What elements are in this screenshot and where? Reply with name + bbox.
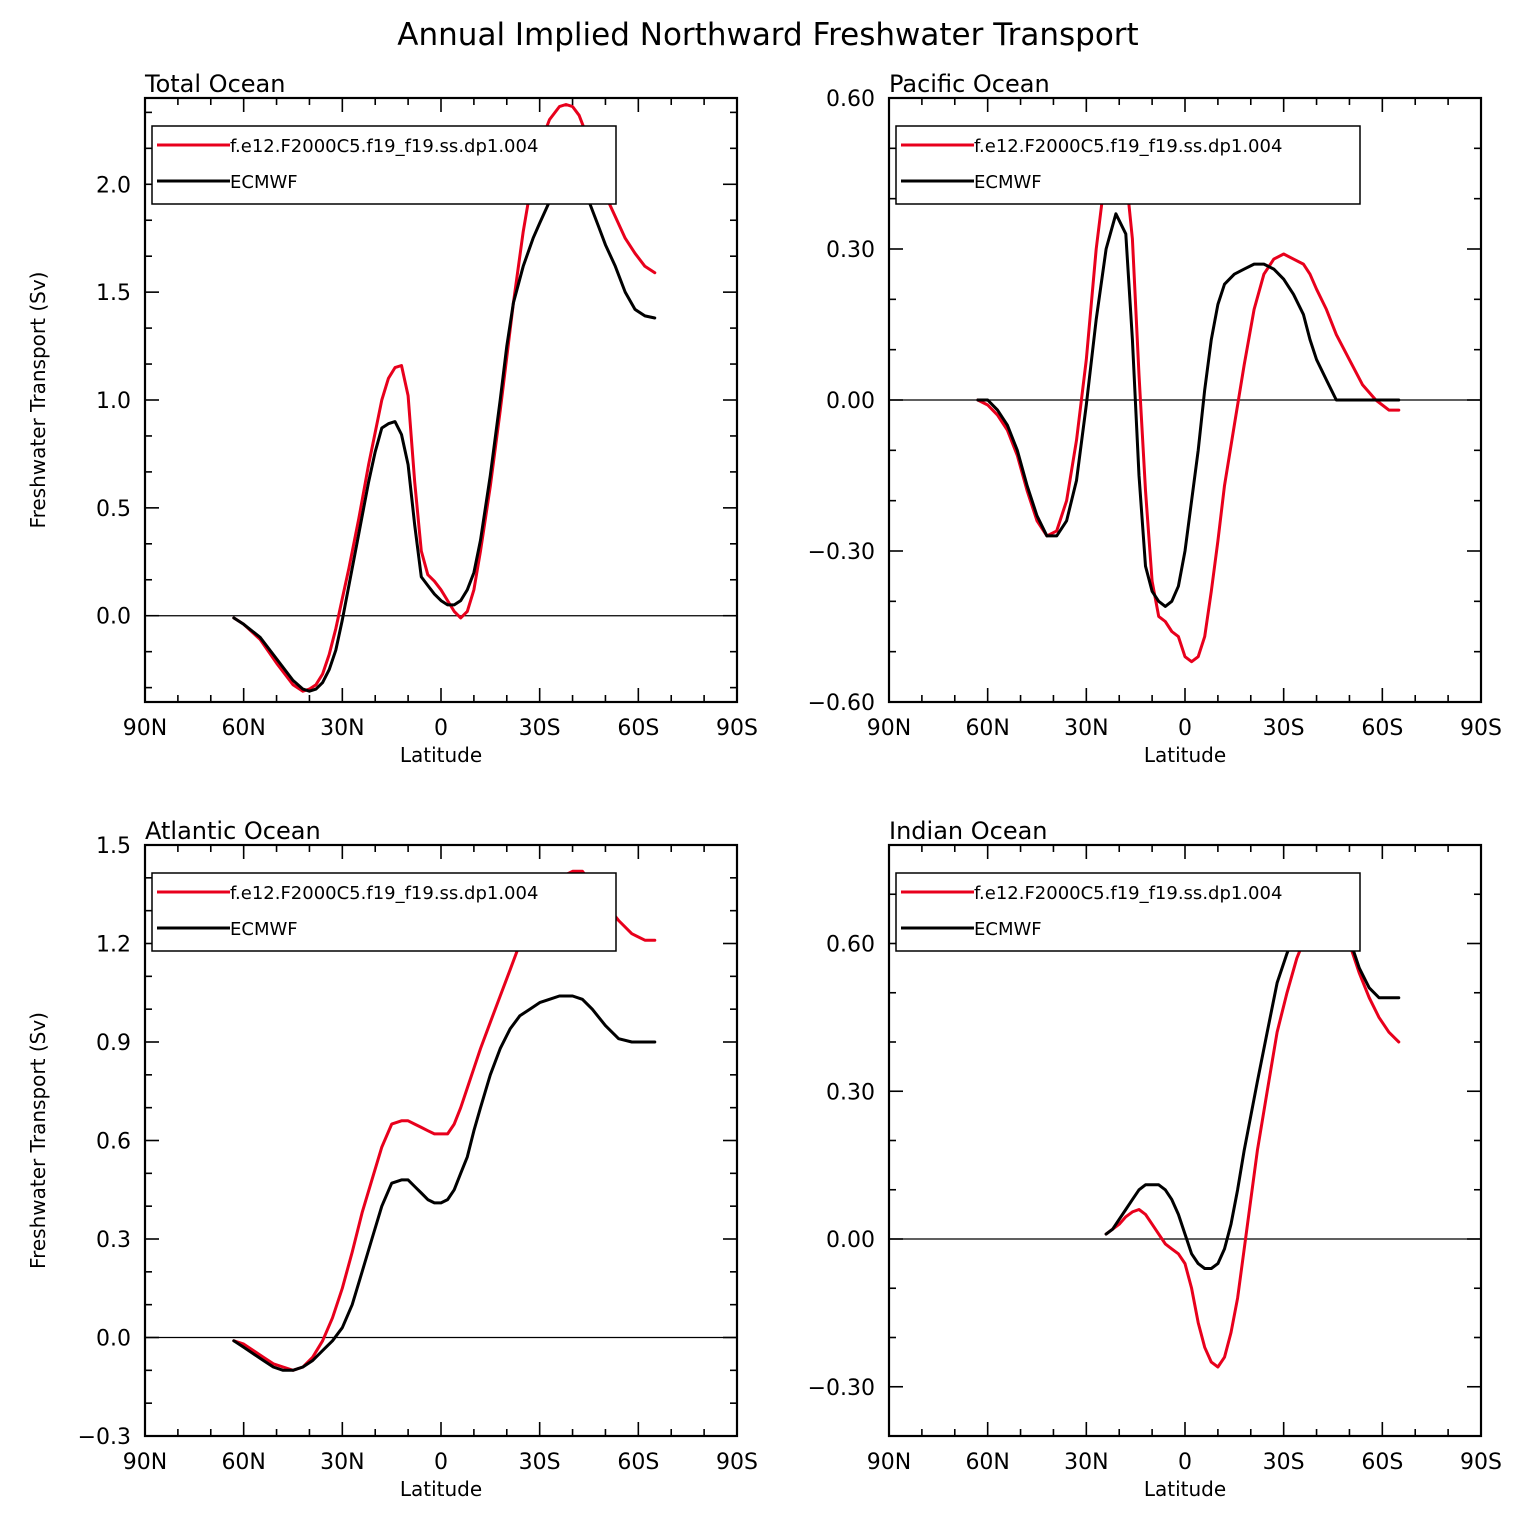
figure-title: Annual Implied Northward Freshwater Tran…: [397, 17, 1138, 53]
atlantic-xtick-label: 60S: [617, 1450, 659, 1475]
pacific-ytick-label: −0.60: [808, 691, 875, 716]
indian-ytick-label: 0.30: [826, 1080, 875, 1105]
pacific-legend-box: [895, 125, 1361, 205]
total-ytick-label: 2.0: [96, 173, 131, 198]
total-legend: f.e12.F2000C5.f19_f19.ss.dp1.004 ECMWF: [151, 125, 617, 205]
atlantic-xtick-label: 90N: [123, 1450, 167, 1475]
pacific-ytick-label: 0.60: [826, 87, 875, 112]
total-series-ecmwf-line: [232, 180, 657, 693]
indian-legend-box: [895, 872, 1361, 952]
total-yaxis-label: Freshwater Transport (Sv): [26, 272, 50, 529]
indian-series-model-line: [1104, 912, 1401, 1369]
total-panel-title: Total Ocean: [144, 70, 285, 98]
pacific-series-model-line: [976, 151, 1401, 664]
atlantic-legend: f.e12.F2000C5.f19_f19.ss.dp1.004 ECMWF: [151, 872, 617, 952]
indian-ytick-label: −0.30: [808, 1376, 875, 1401]
total-xtick-label: 60N: [221, 716, 265, 741]
atlantic-ytick-label: 0.6: [96, 1130, 131, 1155]
atlantic-ytick-label: 1.2: [96, 933, 131, 958]
pacific-legend: f.e12.F2000C5.f19_f19.ss.dp1.004 ECMWF: [895, 125, 1361, 205]
atlantic-legend-ecmwf-label: ECMWF: [230, 919, 298, 940]
panels: 90N 60N 30N 0 30S 60S 90S 0.0 0.5 1.0 1.5 2.0 Total …: [26, 70, 1502, 1501]
pacific-legend-model-label: f.e12.F2000C5.f19_f19.ss.dp1.004: [974, 136, 1282, 157]
atlantic-xaxis-label: Latitude: [400, 1477, 482, 1501]
indian-xtick-label: 90N: [867, 1450, 911, 1475]
total-ytick-label: 0.5: [96, 497, 131, 522]
indian-xtick-label: 30S: [1263, 1450, 1305, 1475]
atlantic-ytick-label: 0.0: [96, 1327, 131, 1352]
pacific-xtick-label: 90N: [867, 716, 911, 741]
indian-ytick-label: 0.00: [826, 1228, 875, 1253]
pacific-xtick-label: 30N: [1064, 716, 1108, 741]
total-ytick-label: 1.0: [96, 389, 131, 414]
atlantic-xtick-label: 30N: [320, 1450, 364, 1475]
atlantic-legend-box: [151, 872, 617, 952]
pacific-xtick-label: 30S: [1263, 716, 1305, 741]
total-xtick-label: 30S: [519, 716, 561, 741]
pacific-xtick-label: 0: [1178, 716, 1192, 741]
indian-xtick-label: 60N: [965, 1450, 1009, 1475]
total-xaxis-label: Latitude: [400, 743, 482, 767]
atlantic-ytick-label: 0.3: [96, 1228, 131, 1253]
panel-indian: 90N 60N 30N 0 30S 60S 90S −0.30 0.00 0.30 0.60 Indi…: [808, 817, 1502, 1501]
total-xtick-label: 90N: [123, 716, 167, 741]
pacific-panel-title: Pacific Ocean: [889, 70, 1050, 98]
total-legend-box: [151, 125, 617, 205]
indian-ytick-label: 0.60: [826, 933, 875, 958]
atlantic-xtick-label: 60N: [221, 1450, 265, 1475]
indian-legend-ecmwf-label: ECMWF: [974, 919, 1042, 940]
pacific-xtick-label: 60N: [965, 716, 1009, 741]
atlantic-xtick-label: 90S: [716, 1450, 758, 1475]
panel-atlantic: 90N 60N 30N 0 30S 60S 90S −0.3 0.0 0.3 0.6 0.9 1.2 1.…: [26, 817, 758, 1501]
total-xtick-label: 60S: [617, 716, 659, 741]
pacific-ytick-label: −0.30: [808, 540, 875, 565]
atlantic-ytick-label: 1.5: [96, 834, 131, 859]
total-legend-model-label: f.e12.F2000C5.f19_f19.ss.dp1.004: [230, 136, 538, 157]
total-ytick-label: 0.0: [96, 605, 131, 630]
indian-xtick-label: 0: [1178, 1450, 1192, 1475]
pacific-xaxis-label: Latitude: [1144, 743, 1226, 767]
pacific-legend-ecmwf-label: ECMWF: [974, 172, 1042, 193]
indian-panel-title: Indian Ocean: [889, 817, 1048, 845]
atlantic-xtick-label: 30S: [519, 1450, 561, 1475]
panel-pacific: 90N 60N 30N 0 30S 60S 90S −0.60 −0.30 0.00 0.30 0.6…: [808, 70, 1502, 767]
pacific-xtick-label: 60S: [1361, 716, 1403, 741]
pacific-xtick-label: 90S: [1460, 716, 1502, 741]
atlantic-ytick-label: 0.9: [96, 1031, 131, 1056]
panel-total: 90N 60N 30N 0 30S 60S 90S 0.0 0.5 1.0 1.5 2.0 Total …: [26, 70, 758, 767]
total-ytick-label: 1.5: [96, 281, 131, 306]
total-series-model-line: [232, 103, 657, 693]
indian-xtick-label: 90S: [1460, 1450, 1502, 1475]
indian-legend-model-label: f.e12.F2000C5.f19_f19.ss.dp1.004: [974, 883, 1282, 904]
indian-xtick-label: 30N: [1064, 1450, 1108, 1475]
atlantic-ytick-label: −0.3: [78, 1425, 131, 1450]
atlantic-series-ecmwf-line: [232, 994, 657, 1372]
pacific-ytick-label: 0.00: [826, 389, 875, 414]
total-xtick-label: 30N: [320, 716, 364, 741]
atlantic-xtick-label: 0: [434, 1450, 448, 1475]
total-xtick-label: 90S: [716, 716, 758, 741]
indian-legend: f.e12.F2000C5.f19_f19.ss.dp1.004 ECMWF: [895, 872, 1361, 952]
atlantic-legend-model-label: f.e12.F2000C5.f19_f19.ss.dp1.004: [230, 883, 538, 904]
indian-xaxis-label: Latitude: [1144, 1477, 1226, 1501]
atlantic-panel-title: Atlantic Ocean: [145, 817, 321, 845]
atlantic-yaxis-label: Freshwater Transport (Sv): [26, 1012, 50, 1269]
pacific-ytick-label: 0.30: [826, 238, 875, 263]
total-legend-ecmwf-label: ECMWF: [230, 172, 298, 193]
indian-xtick-label: 60S: [1361, 1450, 1403, 1475]
total-xtick-label: 0: [434, 716, 448, 741]
pacific-series-ecmwf-line: [976, 212, 1401, 608]
